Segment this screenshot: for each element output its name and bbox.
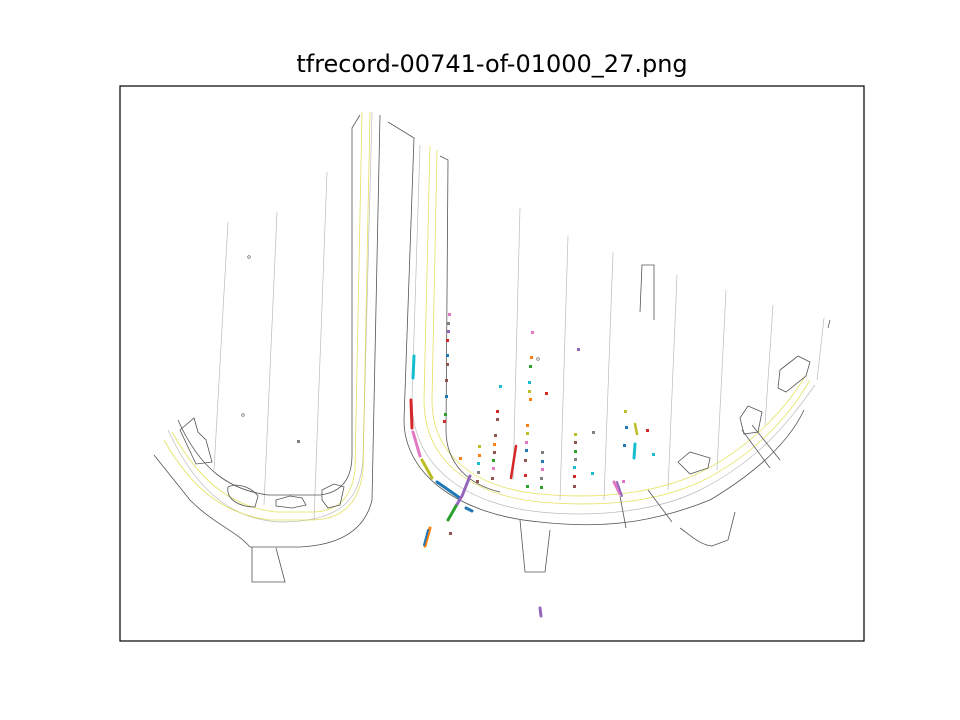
trajectory-red bbox=[409, 398, 414, 430]
trajectory-purple-2 bbox=[616, 481, 623, 497]
trajectory-cyan bbox=[411, 354, 416, 380]
trajectory-purple bbox=[454, 474, 472, 508]
trajectory-pink-2 bbox=[612, 480, 622, 496]
trajectory-blue-3 bbox=[423, 529, 429, 546]
trajectory-cyan-2 bbox=[632, 442, 637, 460]
road-center-lines bbox=[163, 111, 811, 521]
axes-frame bbox=[119, 85, 865, 642]
road-boundaries bbox=[153, 114, 831, 583]
trajectory-blue-2 bbox=[464, 506, 474, 513]
agent-markers bbox=[297, 313, 655, 535]
trajectory-green bbox=[446, 504, 458, 522]
figure-title: tfrecord-00741-of-01000_27.png bbox=[296, 50, 688, 78]
trajectory-red-2 bbox=[509, 444, 518, 480]
agent-trajectories bbox=[409, 354, 639, 618]
trajectory-olive-2 bbox=[633, 422, 639, 436]
trajectory-purple-3 bbox=[538, 606, 543, 618]
trajectory-pink bbox=[411, 430, 422, 458]
hollow-markers bbox=[241, 255, 540, 417]
lane-centerlines bbox=[167, 111, 825, 523]
trajectory-olive bbox=[420, 458, 434, 480]
trajectory-orange bbox=[423, 526, 432, 548]
trajectory-blue bbox=[435, 480, 462, 500]
